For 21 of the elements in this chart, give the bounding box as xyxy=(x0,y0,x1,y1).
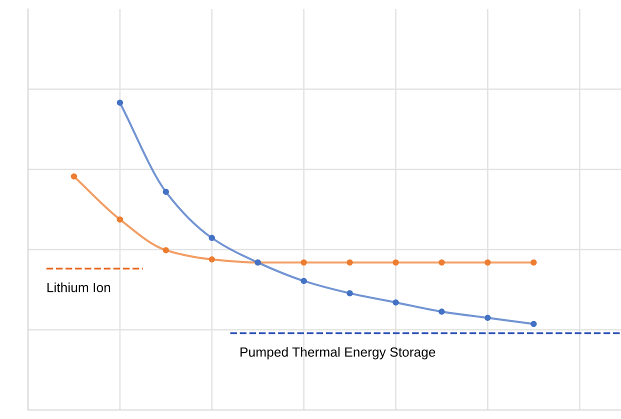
point xyxy=(530,259,537,266)
point xyxy=(300,278,307,284)
point xyxy=(208,256,215,263)
point xyxy=(530,320,537,328)
point xyxy=(162,247,170,254)
point xyxy=(438,308,445,315)
point xyxy=(70,173,78,180)
point xyxy=(208,234,215,242)
ref-line-label: Lithium Ion xyxy=(47,282,110,292)
point xyxy=(484,259,491,266)
point xyxy=(484,314,491,321)
point xyxy=(346,259,353,266)
point xyxy=(346,290,353,296)
point xyxy=(392,299,399,306)
point xyxy=(392,259,399,266)
ref-line-label: Pumped Thermal Energy Storage xyxy=(240,347,436,360)
point xyxy=(162,188,170,195)
point xyxy=(116,100,124,106)
point xyxy=(116,216,124,223)
point xyxy=(300,259,307,266)
point xyxy=(438,259,445,266)
